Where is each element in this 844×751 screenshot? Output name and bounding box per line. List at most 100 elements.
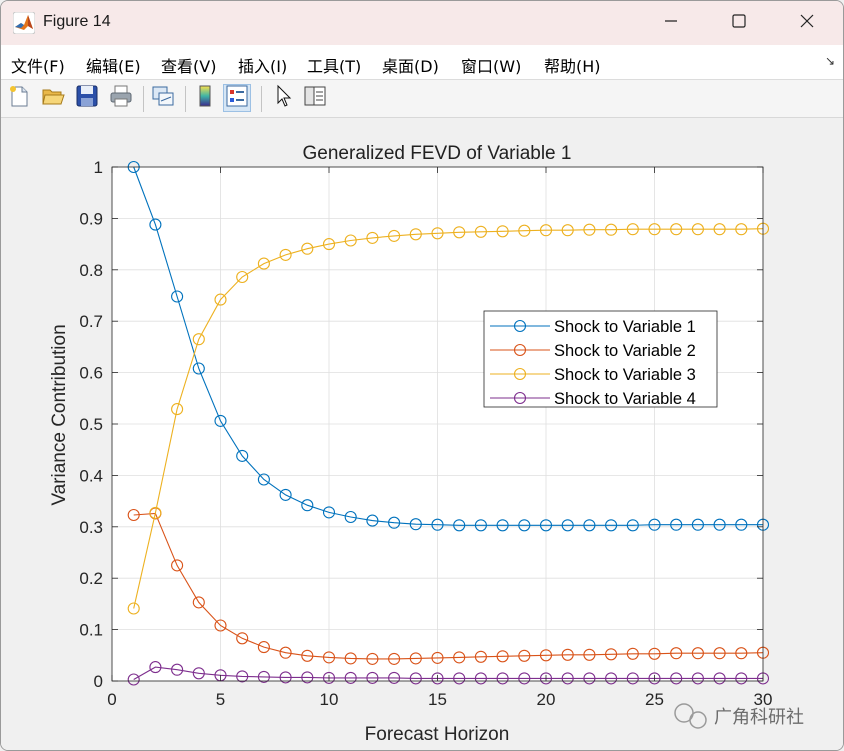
data-point: [279, 248, 292, 261]
data-point: [344, 510, 357, 524]
x-tick-label: 5: [216, 690, 225, 709]
data-point: [236, 270, 249, 284]
data-point: [388, 229, 401, 242]
legend-label: Shock to Variable 2: [554, 342, 696, 360]
save-button[interactable]: [73, 84, 101, 112]
data-point: [388, 516, 401, 529]
data-point: [301, 499, 314, 512]
pointer-button[interactable]: [269, 84, 297, 112]
data-point: [431, 518, 444, 531]
data-point: [539, 519, 553, 532]
data-point: [496, 225, 509, 238]
data-point: [453, 519, 466, 532]
data-point: [257, 641, 270, 654]
x-tick-label: 30: [754, 690, 773, 709]
data-point: [236, 449, 249, 462]
y-tick-label: 0.6: [79, 364, 103, 383]
legend[interactable]: Shock to Variable 1 Shock to Variable 2 Sh…: [483, 310, 718, 408]
close-icon: [800, 14, 814, 33]
data-point: [236, 632, 249, 645]
legend-marker: [513, 343, 527, 357]
y-tick-label: 0.8: [79, 261, 103, 280]
legend-item[interactable]: Shock to Variable 4: [490, 390, 696, 408]
series-2: [127, 507, 770, 665]
data-point: [691, 672, 704, 685]
title-bar[interactable]: Figure 14: [1, 1, 843, 45]
data-point: [301, 671, 314, 684]
data-point: [735, 518, 748, 531]
open-file-button[interactable]: [39, 84, 67, 112]
data-point: [431, 672, 444, 685]
legend-item[interactable]: Shock to Variable 3: [490, 366, 696, 384]
data-point: [409, 228, 422, 241]
data-point: [539, 649, 553, 662]
data-point: [192, 596, 205, 609]
data-point: [583, 223, 596, 236]
colorbar-button[interactable]: [191, 84, 219, 112]
figure-canvas[interactable]: 0 5 10 15 20 25 30 0 0.1 0.2 0.3 0.4 0.5 0.6 0.7 0.8 0.9…: [1, 118, 843, 750]
print-icon: [109, 84, 133, 113]
x-tick-label: 15: [428, 690, 447, 709]
legend-label: Shock to Variable 1: [554, 318, 696, 336]
data-point: [409, 518, 422, 531]
data-point: [626, 672, 639, 685]
maximize-button[interactable]: [705, 1, 773, 45]
axis-ticks: 0 5 10 15 20 25 30 0 0.1 0.2 0.3 0.4 0.5 0.6 0.7 0.8 0.9…: [79, 158, 772, 709]
menu-bar: 文件(F) 编辑(E) 查看(V) 插入(I) 工具(T) 桌面(D) 窗口(W…: [1, 45, 843, 80]
data-point: [474, 225, 487, 238]
data-point: [474, 519, 487, 532]
property-inspector-button[interactable]: [301, 84, 329, 112]
data-point: [691, 518, 704, 531]
legend-item[interactable]: Shock to Variable 2: [490, 342, 696, 360]
y-tick-label: 1: [94, 158, 103, 177]
data-point: [171, 663, 184, 676]
dock-arrow-icon[interactable]: ↘: [824, 54, 835, 68]
legend-button[interactable]: [223, 84, 251, 112]
data-point: [561, 224, 574, 237]
x-tick-label: 20: [537, 690, 556, 709]
y-tick-label: 0.3: [79, 518, 103, 537]
new-figure-button[interactable]: [5, 84, 33, 112]
fevd-line-chart[interactable]: 0 5 10 15 20 25 30 0 0.1 0.2 0.3 0.4 0.5 0.6 0.7 0.8 0.9…: [1, 118, 843, 750]
menu-window[interactable]: 窗口(W): [461, 57, 522, 76]
data-point: [171, 290, 184, 303]
data-point: [518, 519, 531, 532]
data-point: [279, 488, 292, 501]
data-point: [735, 672, 748, 685]
legend-item[interactable]: Shock to Variable 1: [490, 318, 696, 336]
data-point: [496, 519, 509, 532]
data-point: [431, 227, 444, 240]
menu-file[interactable]: 文件(F): [11, 57, 65, 76]
data-point: [149, 218, 162, 231]
minimize-button[interactable]: [637, 1, 705, 45]
x-tick-label: 25: [645, 690, 664, 709]
menu-insert[interactable]: 插入(I): [238, 57, 288, 76]
data-point: [735, 223, 748, 236]
legend-label: Shock to Variable 3: [554, 366, 696, 384]
toolbar-separator: [261, 86, 262, 112]
menu-help[interactable]: 帮助(H): [544, 57, 601, 76]
close-button[interactable]: [773, 1, 841, 45]
menu-view[interactable]: 查看(V): [161, 57, 217, 76]
data-point: [344, 652, 357, 665]
x-axis-label: Forecast Horizon: [365, 724, 510, 745]
data-point: [366, 652, 379, 665]
data-point: [366, 231, 379, 244]
data-point: [279, 646, 292, 659]
data-point: [670, 647, 683, 660]
link-axes-button[interactable]: [149, 84, 177, 112]
x-tick-label: 10: [320, 690, 339, 709]
minimize-icon: [664, 14, 678, 33]
data-point: [388, 671, 401, 684]
data-point: [496, 650, 509, 663]
menu-tools[interactable]: 工具(T): [307, 57, 362, 76]
menu-desktop[interactable]: 桌面(D): [382, 57, 439, 76]
window-title: Figure 14: [43, 13, 111, 30]
menu-edit[interactable]: 编辑(E): [86, 57, 141, 76]
print-button[interactable]: [107, 84, 135, 112]
data-point: [626, 647, 639, 660]
data-point: [279, 671, 292, 684]
y-tick-label: 0.9: [79, 209, 103, 228]
data-point: [127, 508, 140, 522]
